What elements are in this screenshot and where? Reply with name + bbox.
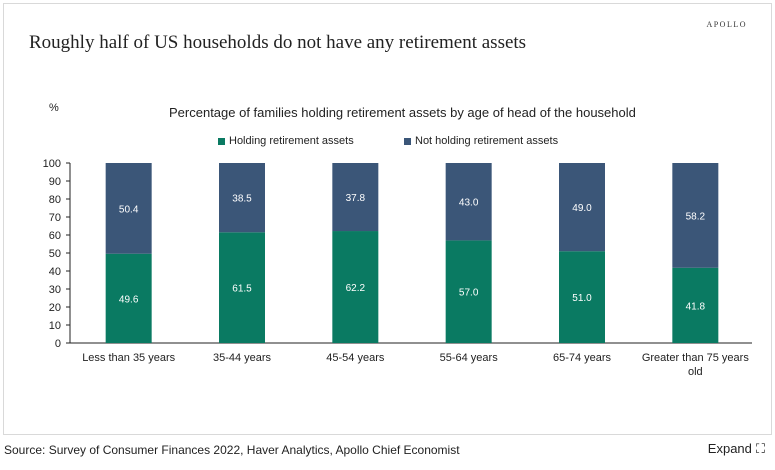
legend-swatch-not-holding	[404, 137, 411, 145]
expand-button[interactable]: Expand ⛶	[708, 441, 765, 456]
bar-segment-holding	[219, 232, 265, 343]
x-tick-label: 65-74 years	[553, 352, 612, 364]
bar-segment-not-holding	[219, 163, 265, 233]
bar-segment-not-holding	[672, 163, 719, 268]
bar-segment-holding	[559, 251, 605, 343]
data-label: 49.0	[572, 203, 592, 214]
y-tick-label: 10	[49, 320, 61, 332]
data-label: 41.8	[686, 301, 706, 312]
data-label: 61.5	[232, 284, 252, 295]
y-tick-label: 0	[55, 338, 61, 350]
y-tick-label: 70	[49, 212, 61, 224]
y-axis-unit: %	[49, 102, 59, 114]
data-label: 38.5	[232, 194, 252, 205]
data-label: 57.0	[459, 288, 479, 299]
x-tick-label: Greater than 75 years	[642, 352, 750, 364]
bar-segment-not-holding	[559, 163, 605, 252]
y-tick-label: 100	[43, 158, 61, 170]
legend-item-not-holding: Not holding retirement assets	[404, 134, 558, 148]
data-label: 50.4	[119, 204, 139, 215]
y-tick-label: 40	[49, 266, 61, 278]
data-label: 51.0	[572, 293, 592, 304]
bar-segment-holding	[332, 231, 379, 343]
bar-segment-not-holding	[105, 163, 152, 254]
page-title: Roughly half of US households do not hav…	[29, 32, 527, 53]
x-tick-label: 45-54 years	[326, 352, 385, 364]
bar-segment-holding	[672, 267, 719, 343]
y-tick-label: 90	[49, 176, 61, 188]
legend-item-holding: Holding retirement assets	[218, 134, 354, 148]
y-tick-label: 30	[49, 284, 61, 296]
y-tick-label: 80	[49, 194, 61, 206]
data-label: 58.2	[686, 211, 706, 222]
y-tick-label: 50	[49, 248, 61, 260]
data-label: 43.0	[459, 198, 479, 209]
data-label: 49.6	[119, 294, 139, 305]
x-tick-label: 55-64 years	[440, 352, 499, 364]
expand-icon: ⛶	[755, 441, 765, 456]
y-tick-label: 20	[49, 302, 61, 314]
chart-title: Percentage of families holding retiremen…	[169, 105, 636, 120]
bar-segment-not-holding	[445, 163, 492, 241]
brand-logo: APOLLO	[706, 20, 747, 29]
data-label: 62.2	[346, 283, 366, 294]
bar-segment-holding	[105, 253, 152, 343]
bar-segment-holding	[445, 240, 492, 343]
bar-segment-not-holding	[332, 163, 379, 232]
x-tick-label: 35-44 years	[213, 352, 272, 364]
legend-label-holding: Holding retirement assets	[229, 135, 354, 147]
legend-swatch-holding	[218, 137, 225, 145]
y-tick-label: 60	[49, 230, 61, 242]
x-tick-label: old	[688, 366, 703, 378]
source-note: Source: Survey of Consumer Finances 2022…	[4, 443, 460, 457]
expand-label: Expand	[707, 441, 752, 456]
data-label: 37.8	[346, 193, 366, 204]
legend-label-not-holding: Not holding retirement assets	[415, 135, 559, 147]
x-tick-label: Less than 35 years	[82, 352, 175, 364]
